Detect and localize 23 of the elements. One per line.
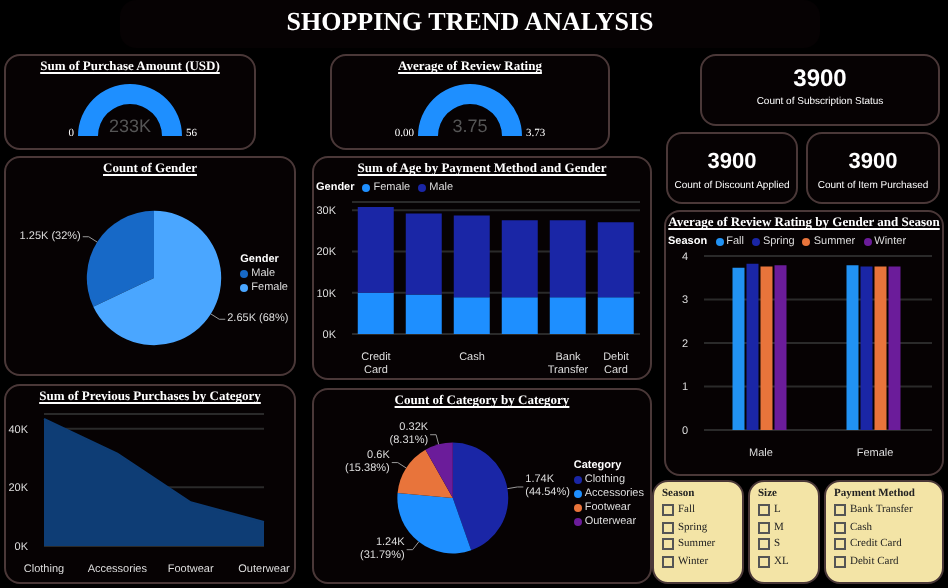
text: 3900 [791,62,849,94]
bar [453,215,490,298]
bar [549,297,586,334]
pie-slice [425,442,453,498]
bar [357,206,394,293]
text: 3900 [846,148,900,178]
pie-slice [93,210,222,346]
text: SHOPPING TREND ANALYSIS [120,0,820,44]
bar [453,297,490,334]
bar [405,294,442,334]
bar [501,220,538,298]
bar [405,213,442,295]
bar [501,297,538,334]
pie-slice [452,442,509,551]
text: 3.75 [452,116,488,136]
bar [597,222,634,298]
pie-slice [397,449,453,498]
pie-slice [86,210,154,307]
bar [549,220,586,298]
text: 233K [108,116,152,136]
bar [357,292,394,334]
text: 3900 [705,148,759,178]
bar [597,297,634,334]
